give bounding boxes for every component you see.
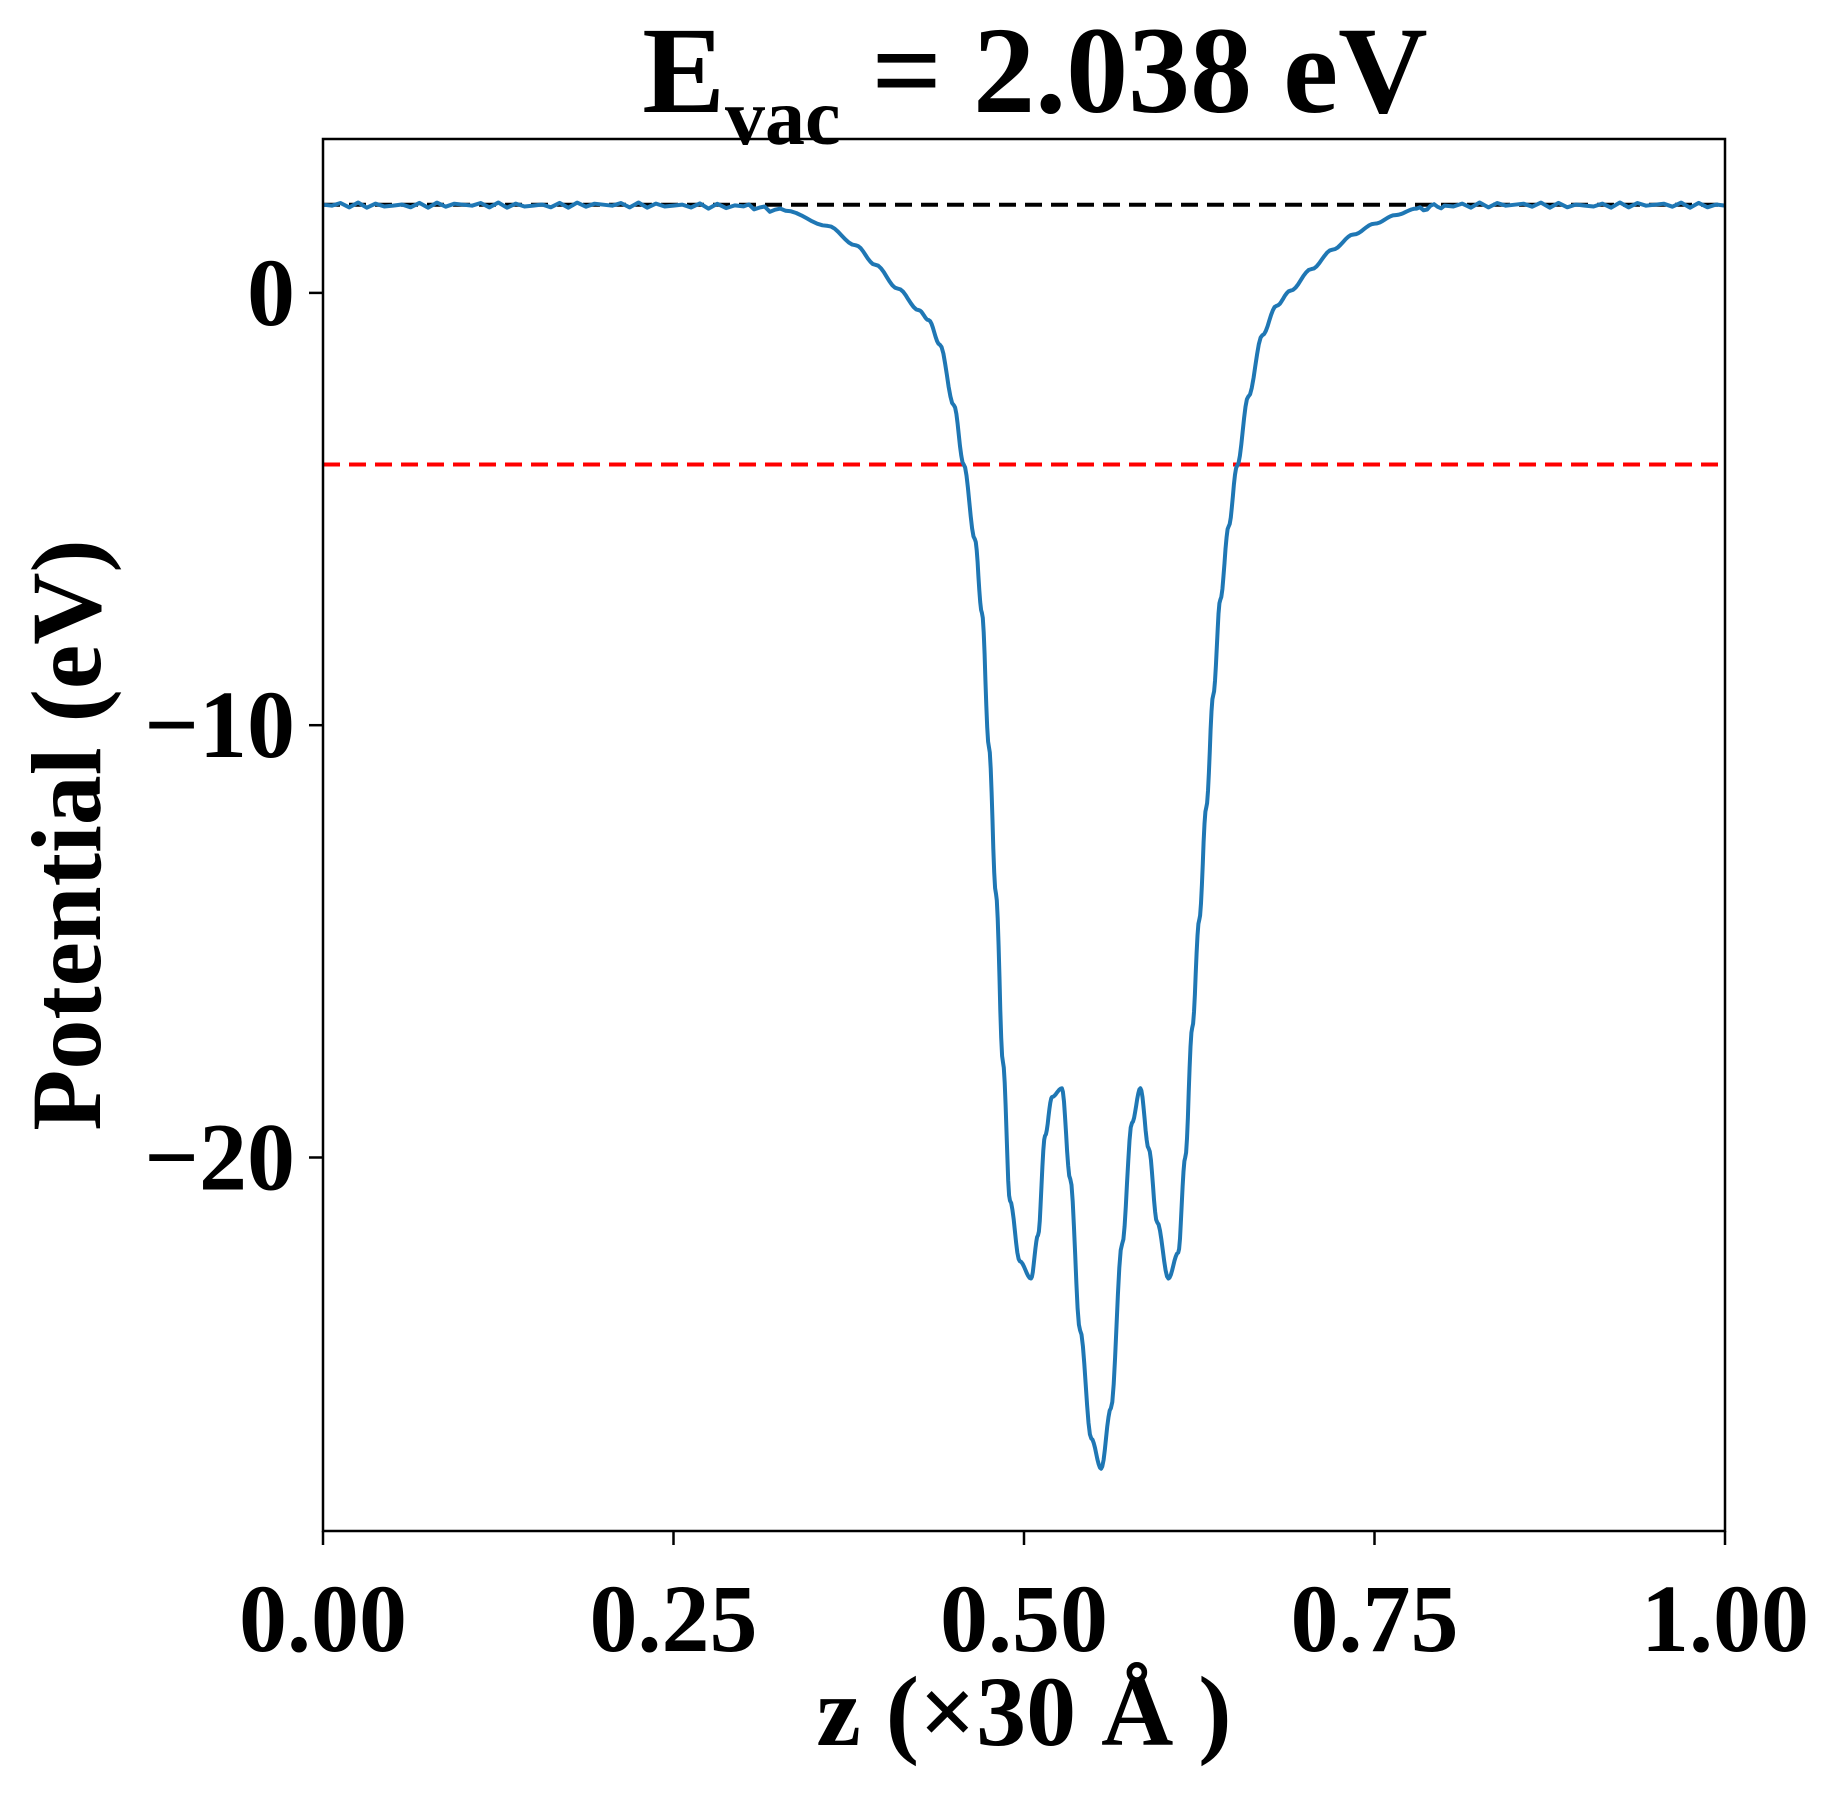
y-tick-label: −20 bbox=[144, 1103, 295, 1210]
title-subscript: vac bbox=[725, 74, 841, 162]
title-rest: = 2.038 eV bbox=[840, 2, 1427, 139]
y-axis-label: Potential (eV) bbox=[11, 539, 122, 1130]
chart-title: Evac = 2.038 eV bbox=[642, 2, 1427, 162]
x-tick-label: 0.25 bbox=[590, 1565, 758, 1672]
axes-frame bbox=[321, 137, 1727, 1533]
x-tick-label: 0.75 bbox=[1291, 1565, 1459, 1672]
x-tick-label: 0.50 bbox=[940, 1565, 1108, 1672]
y-tick-label: −10 bbox=[144, 671, 295, 778]
y-tick-label: 0 bbox=[247, 239, 295, 346]
plot-area: 0.00 0.25 0.50 0.75 1.00 0 −10 −20 bbox=[144, 137, 1809, 1672]
planar-averaged-potential-line bbox=[322, 200, 1726, 1471]
x-tick-label: 0.00 bbox=[239, 1565, 407, 1672]
title-main: E bbox=[642, 2, 725, 139]
x-tick-label: 1.00 bbox=[1641, 1565, 1809, 1672]
x-axis-label: z (×30 Å ) bbox=[816, 1656, 1231, 1767]
